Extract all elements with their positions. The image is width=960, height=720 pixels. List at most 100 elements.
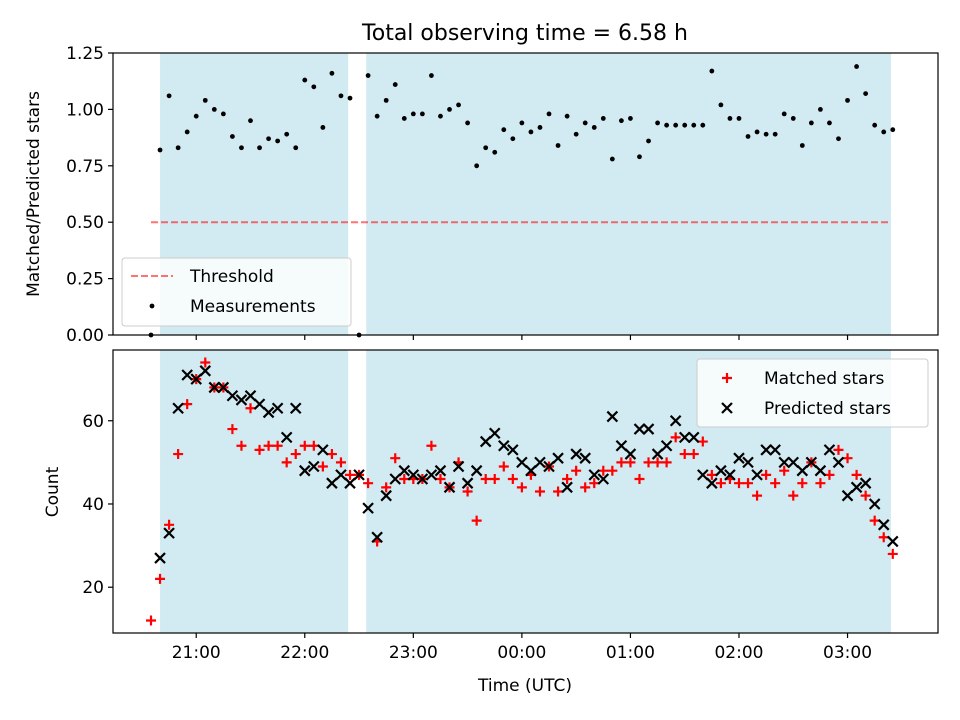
predicted-star-point <box>488 427 501 440</box>
matched-star-point <box>272 440 283 451</box>
predicted-star-point <box>326 477 338 489</box>
measurements-legend-label: Measurements <box>190 297 316 317</box>
measurement-point <box>239 145 244 151</box>
predicted-star-point <box>154 552 166 564</box>
predicted-star-point <box>163 527 175 539</box>
matched-star-point <box>390 453 401 464</box>
measurement-point <box>727 116 733 121</box>
measurement-point <box>275 138 281 144</box>
predicted-star-point <box>507 444 519 456</box>
matched-star-point <box>887 548 898 559</box>
matched-star-point <box>317 461 328 472</box>
x-tick-label: 02:00 <box>714 643 763 663</box>
matched-star-point <box>788 490 799 501</box>
matched-star-point <box>670 432 681 443</box>
measurement-point <box>700 122 706 128</box>
ratio-y-tick-label: 0.75 <box>66 157 104 177</box>
matched-star-point <box>733 478 744 489</box>
count-legend-box <box>696 358 929 428</box>
measurement-point <box>763 131 769 137</box>
predicted-star-point <box>479 435 492 448</box>
predicted-star-point <box>823 444 836 456</box>
measurement-point <box>628 116 633 121</box>
threshold-legend-label: Threshold <box>189 267 274 287</box>
count-panel-frame <box>112 349 939 634</box>
measurement-point <box>501 127 507 133</box>
measurement-point <box>483 145 489 151</box>
matched-star-point <box>498 461 509 472</box>
measurement-point <box>293 145 299 151</box>
predicted-star-point <box>579 452 591 464</box>
matched-star-point <box>607 465 618 476</box>
measurement-point <box>329 70 335 76</box>
measurement-point <box>872 122 878 128</box>
measurement-point <box>230 134 235 139</box>
measurement-point <box>790 116 796 121</box>
matched-star-point <box>164 519 175 530</box>
measurement-point <box>401 116 407 121</box>
predicted-star-point <box>289 402 302 415</box>
matched-star-point <box>851 469 862 480</box>
matched-star-point <box>363 478 374 489</box>
predicted-star-point <box>588 469 601 481</box>
predicted-star-point <box>516 456 528 469</box>
measurement-point <box>664 122 670 128</box>
predicted-star-point <box>651 448 664 460</box>
ratio-y-tick-label: 0.00 <box>66 326 104 346</box>
matched-star-point <box>616 457 627 468</box>
predicted-star-point <box>262 406 275 419</box>
ratio-legend: Threshold Measurements <box>121 257 352 327</box>
predicted-star-point <box>335 469 347 481</box>
x-tick-label: 03:00 <box>823 643 872 663</box>
measurement-point <box>429 73 434 78</box>
matched-star-point <box>661 457 672 468</box>
measurement-point <box>492 149 498 155</box>
predicted-star-point <box>814 464 827 477</box>
count-panel-xlabel: Time (UTC) <box>477 676 572 696</box>
matched-star-point <box>299 440 310 451</box>
matched-legend-swatch <box>722 373 732 383</box>
predicted-star-point <box>353 469 365 481</box>
count-y-tick-label: 20 <box>82 578 104 598</box>
predicted-star-point <box>832 456 845 469</box>
measurement-point <box>184 129 190 135</box>
predicted-star-point <box>443 481 456 494</box>
predicted-star-point <box>190 373 203 385</box>
measurement-point <box>682 122 688 128</box>
ratio-y-tick-label: 1.25 <box>66 44 104 64</box>
predicted-star-point <box>371 531 383 544</box>
matched-star-point <box>281 457 292 468</box>
predicted-star-point <box>199 365 212 377</box>
predicted-star-point <box>308 460 320 473</box>
observing-window-band <box>160 350 349 633</box>
predicted-star-point <box>760 444 772 456</box>
predicted-star-point <box>208 381 221 394</box>
measurement-point <box>772 131 778 137</box>
matched-star-point <box>381 482 392 493</box>
measurement-point <box>618 118 624 124</box>
predicted-star-point <box>805 456 818 469</box>
predicted-star-point <box>633 423 646 435</box>
measurement-point <box>266 136 271 142</box>
predicted-star-point <box>534 456 546 469</box>
measurement-point <box>546 111 552 117</box>
matched-star-point <box>155 573 166 584</box>
predicted-star-point <box>868 498 881 510</box>
predicted-star-point <box>678 431 691 444</box>
measurement-point <box>465 120 471 126</box>
predicted-star-point <box>742 456 754 469</box>
measurement-point <box>673 122 679 128</box>
measurement-point <box>438 113 443 119</box>
measurement-point <box>736 116 742 121</box>
measurement-point <box>528 129 534 135</box>
predicted-star-point <box>706 477 718 489</box>
predicted-star-point <box>217 381 230 394</box>
matched-star-point <box>290 449 301 460</box>
matched-star-point <box>462 486 473 497</box>
predicted-star-point <box>398 464 411 477</box>
matched-star-point <box>426 440 437 451</box>
measurement-point <box>365 73 371 78</box>
predicted-star-point <box>416 473 429 485</box>
measurement-point <box>718 102 724 108</box>
predicted-star-point <box>886 535 899 548</box>
